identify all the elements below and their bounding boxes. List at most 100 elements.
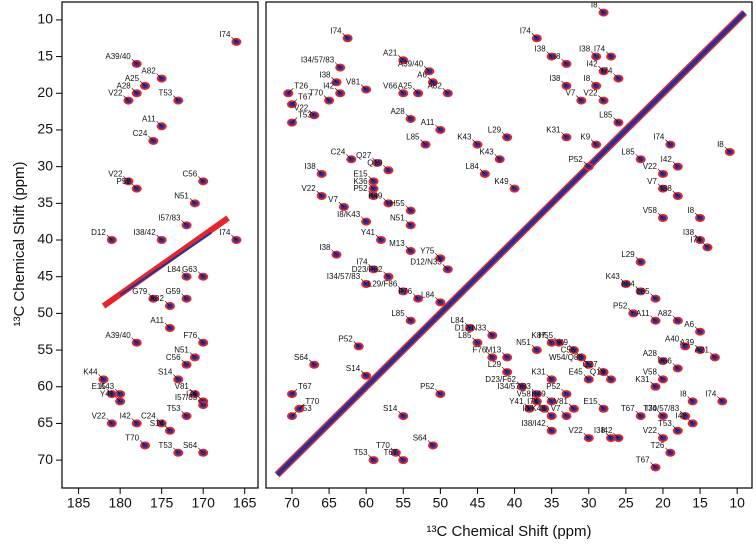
- peak-label: I38: [305, 162, 317, 171]
- leader: [598, 7, 604, 13]
- peak-label: I38: [535, 45, 547, 54]
- y-tick-label: 40: [37, 231, 53, 247]
- leader: [164, 425, 171, 431]
- peak-label: A39/40: [105, 52, 131, 61]
- y-tick-label: 70: [37, 451, 53, 467]
- peak-label: L84: [451, 316, 465, 325]
- peak-label: S14: [150, 419, 165, 428]
- peak-label: E15: [353, 169, 368, 178]
- leader: [353, 341, 359, 347]
- peak-label: V7: [551, 404, 561, 413]
- peak-label: A82: [428, 81, 443, 90]
- peak-label: I74: [653, 133, 665, 142]
- peak-label: V58: [643, 206, 658, 215]
- leader: [131, 183, 137, 189]
- leader: [334, 62, 341, 68]
- leader: [131, 58, 137, 65]
- peak-label: L85: [406, 133, 420, 142]
- leader: [197, 271, 204, 277]
- peak-label: A82: [658, 309, 673, 318]
- peak-label: A25: [398, 81, 413, 90]
- peak-label: I38: [579, 45, 591, 54]
- y-tick-label: 30: [37, 157, 53, 173]
- y-tick-label: 15: [37, 47, 53, 63]
- peak-label: I74: [527, 397, 539, 406]
- peak-label: A28: [117, 81, 132, 90]
- leader: [331, 77, 337, 83]
- leader: [435, 124, 441, 131]
- peak-label: A82: [150, 294, 165, 303]
- peak-label: V66: [383, 81, 398, 90]
- leader: [524, 403, 530, 409]
- peak-label: I34/57/83: [497, 382, 531, 391]
- peak-label: T53: [298, 404, 312, 413]
- peak-label: L29: [488, 125, 502, 134]
- peak-label: N51: [516, 338, 531, 347]
- leader: [316, 190, 322, 197]
- leader: [156, 234, 162, 241]
- peak-label: I8: [591, 1, 598, 10]
- leader: [398, 55, 404, 61]
- peak-label: V81: [346, 78, 361, 87]
- peak-label: K43: [479, 147, 494, 156]
- peak-label: L84: [466, 162, 480, 171]
- peak-label: I74: [330, 26, 342, 35]
- peak-label: L84: [167, 265, 181, 274]
- leader: [546, 396, 552, 402]
- leader: [435, 297, 441, 303]
- leader: [383, 271, 389, 277]
- leader: [435, 388, 441, 395]
- peak-label: Y75: [420, 246, 435, 255]
- leader: [553, 337, 560, 343]
- leader: [576, 352, 582, 358]
- leader: [613, 432, 619, 439]
- peak-label: A39/40: [105, 331, 131, 340]
- leader: [672, 315, 679, 321]
- leader: [501, 352, 508, 358]
- leader: [620, 278, 627, 285]
- x-tick-label: 20: [655, 495, 671, 511]
- leader: [197, 396, 204, 402]
- peak-label: T67: [636, 456, 650, 465]
- peak-label: K36: [353, 177, 368, 186]
- peak-label: I74: [594, 45, 606, 54]
- peak-label: A21: [695, 346, 710, 355]
- peak-label: Q19: [590, 368, 606, 377]
- leader: [590, 51, 597, 57]
- peak-label: P52: [546, 382, 561, 391]
- peak-label: I38: [683, 228, 695, 237]
- leader: [694, 326, 701, 332]
- leader: [360, 278, 367, 285]
- leader: [98, 374, 104, 380]
- leader: [231, 36, 237, 43]
- peak-label: T70: [376, 441, 390, 450]
- peak-label: H55: [390, 199, 405, 208]
- peak-label: I38: [319, 70, 331, 79]
- peak-label: I34/57/83: [327, 272, 361, 281]
- leader: [181, 410, 187, 417]
- leader: [613, 117, 619, 123]
- peak-label: Q27: [356, 151, 372, 160]
- peak-label: V7: [328, 195, 338, 204]
- peak-label: I74: [601, 67, 613, 76]
- y-tick-label: 10: [37, 11, 53, 27]
- peak-label: C56: [561, 346, 576, 355]
- leader: [131, 418, 137, 424]
- x-tick-label: 55: [395, 495, 411, 511]
- leader: [568, 403, 575, 409]
- leader: [291, 388, 298, 395]
- peak-label: S64: [294, 353, 309, 362]
- peak-label: I38: [549, 74, 561, 83]
- leader: [309, 359, 315, 365]
- leader: [398, 88, 404, 94]
- peak-label: I57/83: [158, 213, 181, 222]
- leader: [635, 154, 641, 160]
- leader: [123, 176, 129, 182]
- leader: [724, 146, 730, 153]
- leader: [650, 293, 656, 299]
- peak-label: Y41: [361, 228, 376, 237]
- x-tick-label: 50: [433, 495, 449, 511]
- peak-label: E45: [569, 368, 584, 377]
- leader: [368, 183, 374, 189]
- peak-label: V22: [301, 184, 316, 193]
